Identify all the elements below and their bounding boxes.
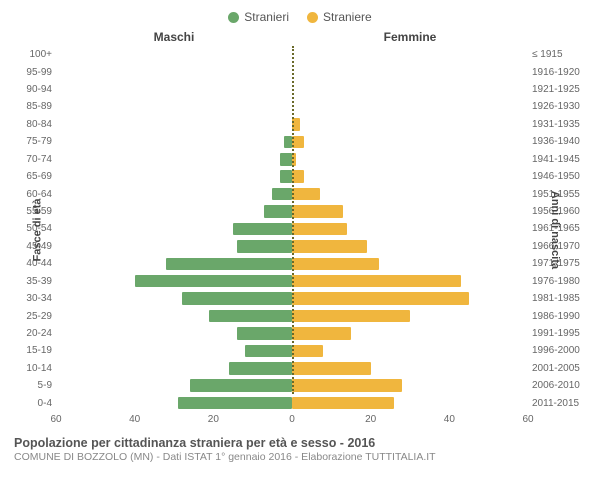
bar-male xyxy=(135,275,292,288)
year-tick: 1991-1995 xyxy=(532,325,588,342)
age-tick: 20-24 xyxy=(12,325,52,342)
header-male: Maschi xyxy=(56,30,292,44)
bar-female xyxy=(292,310,410,323)
year-tick: 1981-1985 xyxy=(532,290,588,307)
age-tick: 30-34 xyxy=(12,290,52,307)
pyramid-row xyxy=(56,394,528,411)
plot-area: Maschi Femmine 6040200 204060 xyxy=(56,30,528,430)
bar-female xyxy=(292,345,323,358)
age-tick: 0-4 xyxy=(12,394,52,411)
age-tick: 5-9 xyxy=(12,377,52,394)
bar-female xyxy=(292,362,371,375)
population-pyramid-chart: Stranieri Straniere Fasce di età Anni di… xyxy=(0,0,600,500)
bar-male xyxy=(237,240,292,253)
age-tick: 70-74 xyxy=(12,151,52,168)
age-tick: 100+ xyxy=(12,46,52,63)
age-tick: 95-99 xyxy=(12,63,52,80)
x-axis-right: 204060 xyxy=(292,412,528,430)
bar-male xyxy=(229,362,292,375)
bar-male xyxy=(233,223,292,236)
bar-male xyxy=(190,379,292,392)
year-tick: 1996-2000 xyxy=(532,342,588,359)
center-divider xyxy=(292,46,294,394)
bar-male xyxy=(245,345,292,358)
x-tick: 20 xyxy=(208,414,219,425)
legend-swatch-male xyxy=(228,12,239,23)
year-tick: 1916-1920 xyxy=(532,63,588,80)
year-tick: 1976-1980 xyxy=(532,272,588,289)
age-tick: 25-29 xyxy=(12,307,52,324)
age-tick: 80-84 xyxy=(12,116,52,133)
bar-female xyxy=(292,292,469,305)
year-tick: 2006-2010 xyxy=(532,377,588,394)
bar-female xyxy=(292,397,394,410)
legend-item-male: Stranieri xyxy=(228,10,289,24)
year-tick: 2001-2005 xyxy=(532,360,588,377)
bar-male xyxy=(272,188,292,201)
year-tick: 1936-1940 xyxy=(532,133,588,150)
legend: Stranieri Straniere xyxy=(12,10,588,24)
bar-male xyxy=(280,153,292,166)
bar-female xyxy=(292,258,379,271)
year-tick: 1946-1950 xyxy=(532,168,588,185)
gender-headers: Maschi Femmine xyxy=(56,30,528,44)
age-tick: 65-69 xyxy=(12,168,52,185)
chart-footer: Popolazione per cittadinanza straniera p… xyxy=(12,436,588,463)
bar-female xyxy=(292,188,320,201)
year-tick: 2011-2015 xyxy=(532,394,588,411)
bar-rows xyxy=(56,46,528,412)
pyramid-plot: Fasce di età Anni di nascita 100+95-9990… xyxy=(12,30,588,430)
year-tick: 1926-1930 xyxy=(532,98,588,115)
year-tick: 1986-1990 xyxy=(532,307,588,324)
year-tick: 1931-1935 xyxy=(532,116,588,133)
header-female: Femmine xyxy=(292,30,528,44)
chart-subtitle: COMUNE DI BOZZOLO (MN) - Dati ISTAT 1° g… xyxy=(14,451,586,463)
x-tick: 40 xyxy=(129,414,140,425)
x-tick: 60 xyxy=(50,414,61,425)
x-tick: 40 xyxy=(444,414,455,425)
x-tick: 20 xyxy=(365,414,376,425)
bar-female xyxy=(292,205,343,218)
age-tick: 10-14 xyxy=(12,360,52,377)
bar-female xyxy=(292,327,351,340)
bar-male xyxy=(166,258,292,271)
year-tick: 1921-1925 xyxy=(532,81,588,98)
bar-male xyxy=(280,170,292,183)
legend-item-female: Straniere xyxy=(307,10,372,24)
x-axis-left: 6040200 xyxy=(56,412,292,430)
age-tick: 35-39 xyxy=(12,272,52,289)
y-axis-label-left: Fasce di età xyxy=(31,199,43,262)
year-tick: 1941-1945 xyxy=(532,151,588,168)
x-tick: 60 xyxy=(522,414,533,425)
age-tick: 75-79 xyxy=(12,133,52,150)
legend-label-female: Straniere xyxy=(323,10,372,24)
year-tick: ≤ 1915 xyxy=(532,46,588,63)
bar-female xyxy=(292,240,367,253)
age-tick: 85-89 xyxy=(12,98,52,115)
chart-title: Popolazione per cittadinanza straniera p… xyxy=(14,436,586,450)
y-axis-label-right: Anni di nascita xyxy=(549,191,561,269)
bar-male xyxy=(284,136,292,149)
bar-female xyxy=(292,275,461,288)
age-tick: 90-94 xyxy=(12,81,52,98)
bar-male xyxy=(209,310,292,323)
bar-female xyxy=(292,379,402,392)
bar-female xyxy=(292,223,347,236)
bar-male xyxy=(237,327,292,340)
x-axis: 6040200 204060 xyxy=(56,412,528,430)
legend-swatch-female xyxy=(307,12,318,23)
bar-male xyxy=(264,205,292,218)
age-tick: 15-19 xyxy=(12,342,52,359)
bar-male xyxy=(178,397,292,410)
bar-male xyxy=(182,292,292,305)
legend-label-male: Stranieri xyxy=(244,10,289,24)
